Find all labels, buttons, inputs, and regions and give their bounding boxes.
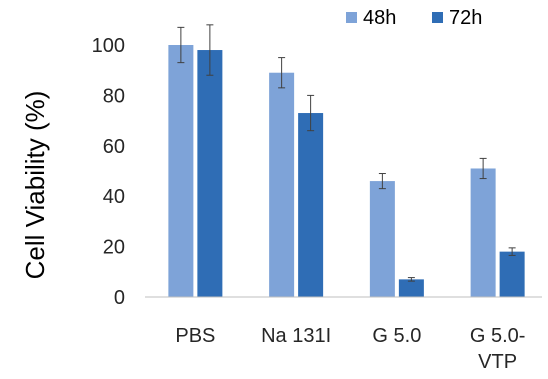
y-tick-label: 100 bbox=[92, 35, 125, 57]
y-axis-title: Cell Viability (%) bbox=[20, 91, 50, 280]
error-bar-48h-3 bbox=[479, 157, 487, 180]
y-tick-label: 60 bbox=[103, 136, 125, 158]
x-tick-label: PBS bbox=[175, 325, 215, 347]
error-bar-72h-2 bbox=[407, 277, 415, 282]
error-bar-72h-1 bbox=[307, 94, 315, 132]
bar-48h-0 bbox=[168, 45, 194, 297]
x-tick-label: VTP bbox=[478, 351, 517, 373]
x-tick-label: G 5.0 bbox=[372, 325, 421, 347]
error-bar-48h-0 bbox=[177, 26, 185, 64]
bar-72h-2 bbox=[398, 279, 424, 297]
legend-label-72h: 72h bbox=[449, 7, 482, 29]
x-tick-label: G 5.0- bbox=[470, 325, 526, 347]
bar-72h-3 bbox=[499, 251, 525, 297]
legend-label-48h: 48h bbox=[363, 7, 396, 29]
error-bar-48h-1 bbox=[278, 57, 286, 89]
y-tick-label: 0 bbox=[114, 287, 125, 309]
y-tick-label: 20 bbox=[103, 237, 125, 259]
bar-48h-1 bbox=[269, 72, 295, 297]
error-bar-72h-0 bbox=[206, 24, 214, 76]
y-tick-label: 40 bbox=[103, 186, 125, 208]
bar-72h-1 bbox=[298, 113, 324, 297]
legend-swatch-72h bbox=[432, 12, 443, 23]
error-bar-72h-3 bbox=[508, 247, 516, 256]
x-tick-label: Na 131I bbox=[261, 325, 331, 347]
bar-72h-0 bbox=[197, 50, 223, 297]
legend-swatch-48h bbox=[346, 12, 357, 23]
bar-48h-2 bbox=[369, 181, 395, 297]
y-tick-label: 80 bbox=[103, 85, 125, 107]
error-bar-48h-2 bbox=[378, 173, 386, 190]
bar-48h-3 bbox=[470, 168, 496, 297]
